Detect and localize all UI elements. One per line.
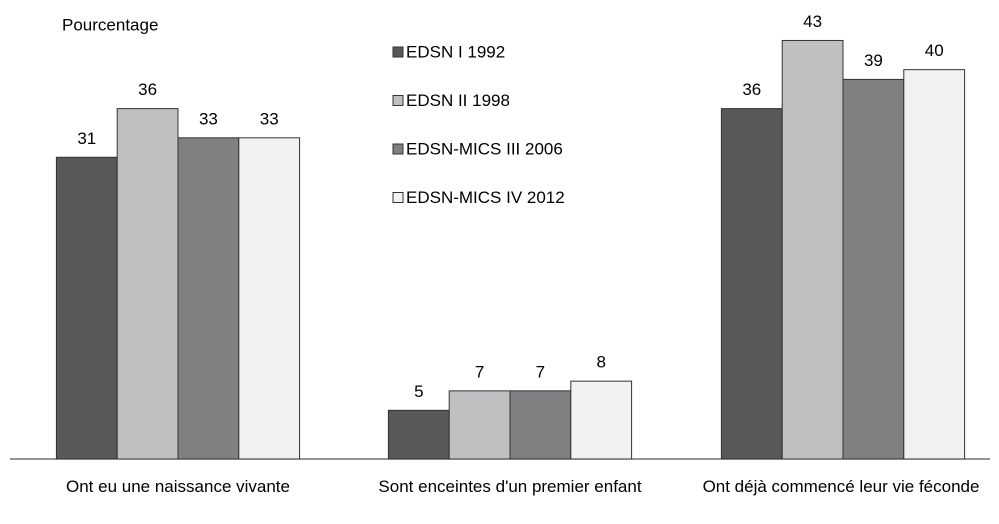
legend-swatch (392, 192, 404, 203)
bar (55, 156, 118, 460)
data-label: 39 (864, 51, 883, 70)
data-label: 36 (138, 80, 157, 99)
data-label: 7 (475, 362, 484, 381)
data-label: 40 (925, 41, 944, 60)
legend-swatch (392, 46, 404, 58)
bar (238, 137, 301, 460)
legend-label: EDSN I 1992 (406, 42, 505, 61)
legend-label: EDSN II 1998 (406, 91, 510, 110)
bar (387, 409, 450, 460)
x-tick-label: Ont eu une naissance vivante (66, 477, 290, 496)
data-label: 43 (803, 12, 822, 31)
x-tick-label: Sont enceintes d'un premier enfant (378, 477, 642, 496)
bar (842, 78, 905, 460)
data-label: 7 (536, 362, 545, 381)
legend-label: EDSN-MICS IV 2012 (406, 188, 565, 207)
bar (781, 39, 844, 460)
legend-swatch (392, 95, 404, 106)
y-axis-label: Pourcentage (62, 15, 158, 34)
bar (448, 390, 511, 460)
bar (903, 69, 966, 460)
data-label: 31 (77, 129, 96, 148)
x-tick-label: Ont déjà commencé leur vie féconde (702, 477, 980, 496)
data-label: 8 (596, 353, 605, 372)
bar (509, 390, 572, 460)
data-label: 33 (260, 109, 279, 128)
data-label: 36 (742, 80, 761, 99)
data-label: 5 (414, 382, 423, 401)
bar (116, 108, 179, 460)
bar (570, 380, 633, 460)
legend-label: EDSN-MICS III 2006 (406, 139, 563, 158)
legend-swatch (392, 143, 404, 155)
bar (720, 108, 783, 460)
bar (177, 137, 240, 460)
data-label: 33 (199, 109, 218, 128)
